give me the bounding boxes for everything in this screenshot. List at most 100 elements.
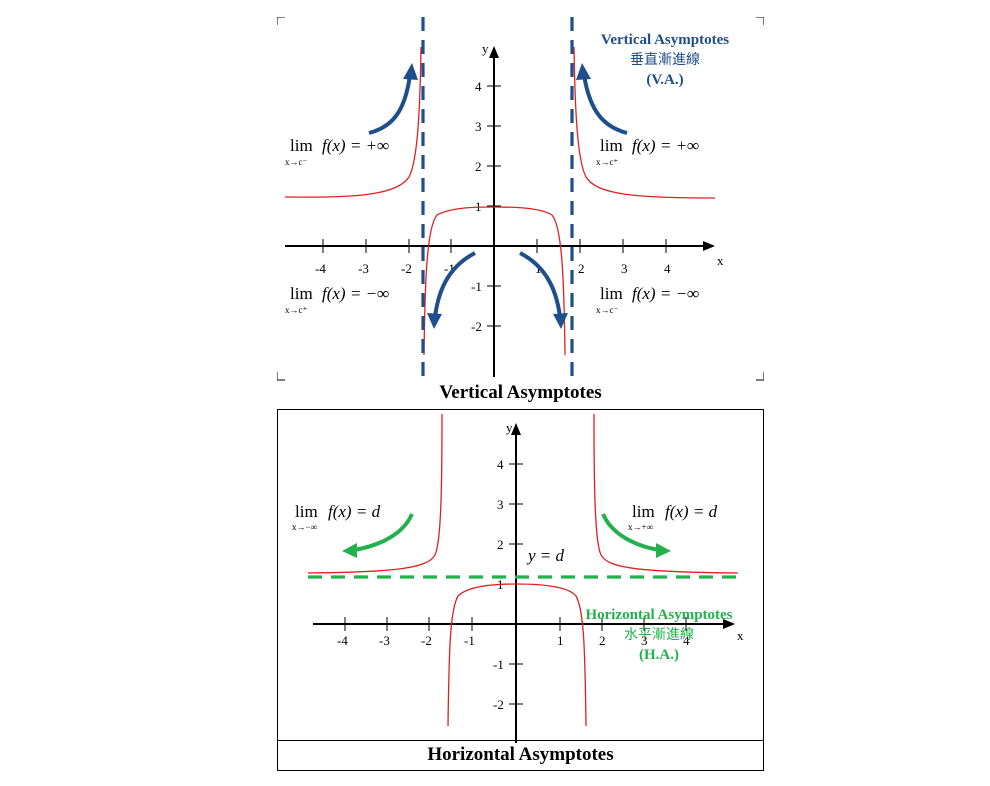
y-tick-label: -1 — [471, 279, 482, 294]
x-tick-labels: -4 -3 -2 -1 1 2 3 4 — [337, 633, 690, 648]
x-axis-arrowhead — [723, 619, 735, 629]
va-title: Vertical Asymptotes 垂直漸進線 (V.A.) — [601, 32, 729, 88]
limit-bottom-right: lim x→c⁻ f(x) = −∞ — [596, 284, 699, 315]
horizontal-asymptotes-caption: Horizontal Asymptotes — [427, 744, 614, 765]
arrow-left — [353, 513, 414, 552]
limit-arrows — [368, 74, 628, 318]
vertical-asymptotes-caption: Vertical Asymptotes — [439, 382, 602, 403]
arrowhead-right — [656, 543, 671, 558]
arrow-down-right — [519, 251, 562, 318]
x-tick-label: -1 — [464, 633, 475, 648]
arrowhead-left — [342, 543, 357, 558]
x-tick-label: -2 — [401, 261, 412, 276]
lim-expression: f(x) = +∞ — [322, 136, 389, 155]
limit-bottom-left: lim x→c⁺ f(x) = −∞ — [285, 284, 389, 315]
lim-subscript: x→−∞ — [292, 522, 317, 532]
arrowhead-down-right — [553, 313, 568, 329]
arrow-up-left — [368, 74, 412, 135]
limit-arrows — [353, 513, 660, 552]
y-tick-label: -2 — [471, 319, 482, 334]
lim-word: lim — [632, 502, 655, 521]
ha-title-abbr: (H.A.) — [639, 647, 679, 663]
x-tick-label: 2 — [599, 633, 606, 648]
limit-left: lim x→−∞ f(x) = d — [292, 502, 381, 532]
lim-subscript: x→+∞ — [628, 522, 653, 532]
y-tick-label: -1 — [493, 657, 504, 672]
lim-subscript: x→c⁺ — [285, 305, 307, 315]
curve-right-branch — [573, 46, 716, 199]
y-tick-label: 2 — [497, 537, 504, 552]
x-tick-label: -3 — [379, 633, 390, 648]
lim-word: lim — [295, 502, 318, 521]
y-axis-arrowhead — [511, 423, 521, 435]
x-axis-label: x — [717, 253, 724, 268]
ha-title-zh: 水平漸進線 — [624, 627, 694, 643]
y-tick-label: 1 — [475, 199, 482, 214]
lim-word: lim — [600, 284, 623, 303]
function-curve — [307, 413, 739, 727]
lim-expression: f(x) = d — [665, 502, 718, 521]
x-tick-label: 2 — [578, 261, 585, 276]
x-ticks — [344, 617, 687, 631]
limit-right: lim x→+∞ f(x) = d — [628, 502, 718, 532]
y-tick-label: 3 — [497, 497, 504, 512]
x-tick-label: 4 — [664, 261, 671, 276]
y-tick-label: -2 — [493, 697, 504, 712]
limit-arrowheads — [342, 543, 671, 558]
x-tick-label: 4 — [683, 633, 690, 648]
lim-subscript: x→c⁺ — [596, 157, 618, 167]
x-tick-label: 1 — [557, 633, 564, 648]
arrow-right — [601, 513, 660, 552]
va-title-zh: 垂直漸進線 — [630, 51, 700, 68]
function-curve — [284, 46, 716, 356]
y-tick-label: 4 — [497, 457, 504, 472]
ha-title: Horizontal Asymptotes 水平漸進線 (H.A.) — [585, 607, 732, 663]
curve-left-branch-visible — [307, 413, 443, 574]
lim-expression: f(x) = d — [328, 502, 381, 521]
limit-top-left: lim x→c⁻ f(x) = +∞ — [285, 136, 389, 167]
vertical-asymptotes-graph: x y -4 -3 -2 -1 1 2 3 4 4 3 2 — [276, 16, 765, 410]
lim-subscript: x→c⁻ — [285, 157, 307, 167]
x-tick-label: -4 — [315, 261, 326, 276]
lim-word: lim — [600, 136, 623, 155]
y-tick-label: 3 — [475, 119, 482, 134]
lim-expression: f(x) = −∞ — [322, 284, 389, 303]
lim-expression: f(x) = −∞ — [632, 284, 699, 303]
lim-word: lim — [290, 284, 313, 303]
x-axis-arrowhead — [703, 241, 715, 251]
x-tick-label: 3 — [621, 261, 628, 276]
x-tick-label: -2 — [421, 633, 432, 648]
curve-middle-branch — [447, 583, 587, 727]
y-tick-label: 2 — [475, 159, 482, 174]
lim-word: lim — [290, 136, 313, 155]
curve-right-branch — [593, 413, 739, 574]
y-ticks — [487, 85, 501, 327]
y-axis-label: y — [482, 41, 489, 56]
x-ticks — [322, 239, 667, 253]
vertical-asymptotes-panel: x y -4 -3 -2 -1 1 2 3 4 4 3 2 — [276, 16, 765, 410]
x-tick-label: -3 — [358, 261, 369, 276]
x-tick-label: -4 — [337, 633, 348, 648]
y-axis-arrowhead — [489, 46, 499, 58]
y-tick-labels: 4 3 2 1 -1 -2 — [471, 79, 482, 334]
asymptote-label: y = d — [526, 546, 565, 565]
limit-arrowheads — [403, 63, 591, 329]
curve-left-branch — [284, 46, 422, 198]
y-axis-label: y — [506, 420, 513, 435]
arrowhead-up-right — [576, 63, 591, 80]
ha-title-en: Horizontal Asymptotes — [585, 607, 732, 623]
limit-top-right: lim x→c⁺ f(x) = +∞ — [596, 136, 699, 167]
lim-subscript: x→c⁻ — [596, 305, 618, 315]
arrowhead-down-left — [427, 313, 442, 329]
arrowhead-up-left — [403, 63, 418, 80]
lim-expression: f(x) = +∞ — [632, 136, 699, 155]
horizontal-asymptotes-graph: x y -4 -3 -2 -1 1 2 3 4 4 3 2 1 - — [278, 413, 763, 743]
horizontal-asymptotes-panel: x y -4 -3 -2 -1 1 2 3 4 4 3 2 1 - — [277, 410, 764, 771]
arrow-up-right — [582, 74, 628, 135]
va-title-abbr: (V.A.) — [646, 72, 683, 88]
curve-middle-branch — [423, 206, 566, 356]
va-title-en: Vertical Asymptotes — [601, 32, 729, 48]
y-tick-label: 4 — [475, 79, 482, 94]
arrow-down-left — [433, 251, 476, 318]
x-tick-label: 3 — [641, 633, 648, 648]
